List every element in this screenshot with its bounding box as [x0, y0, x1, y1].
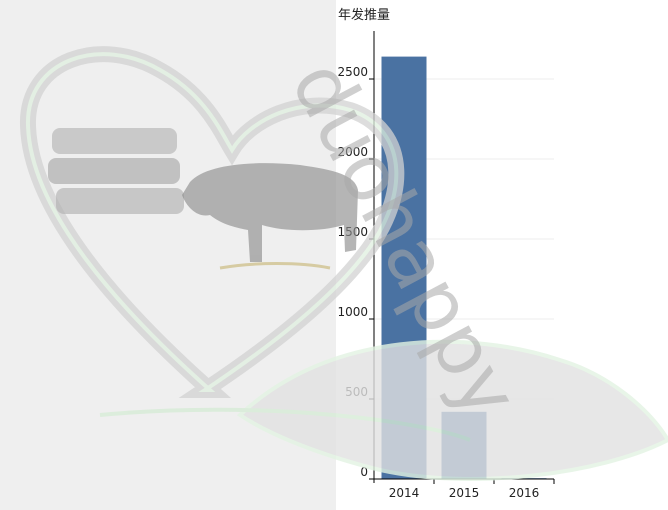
y-tick-label: 0: [360, 465, 368, 479]
x-tick-labels: 2014 2015 2016: [389, 486, 540, 500]
bar-chart: 年发推量 0 500 1000 1500 2000 2500 2014 2015 2016: [337, 7, 555, 500]
bar-2014: [381, 56, 427, 479]
chart-title: 年发推量: [338, 7, 390, 23]
y-tick-label: 2000: [337, 145, 368, 159]
x-tick-label: 2014: [389, 486, 420, 500]
bar-2015: [441, 411, 487, 479]
x-tick-label: 2015: [449, 486, 480, 500]
y-tick-label: 1500: [337, 225, 368, 239]
chart-panel: 年发推量 0 500 1000 1500 2000 2500 2014 2015 2016: [336, 0, 668, 510]
y-tick-label: 500: [345, 385, 368, 399]
left-background-panel: [0, 0, 336, 510]
bars: [381, 56, 547, 480]
y-tick-labels: 0 500 1000 1500 2000 2500: [337, 65, 368, 479]
y-tick-label: 2500: [337, 65, 368, 79]
y-tick-label: 1000: [337, 305, 368, 319]
x-tick-label: 2016: [509, 486, 540, 500]
